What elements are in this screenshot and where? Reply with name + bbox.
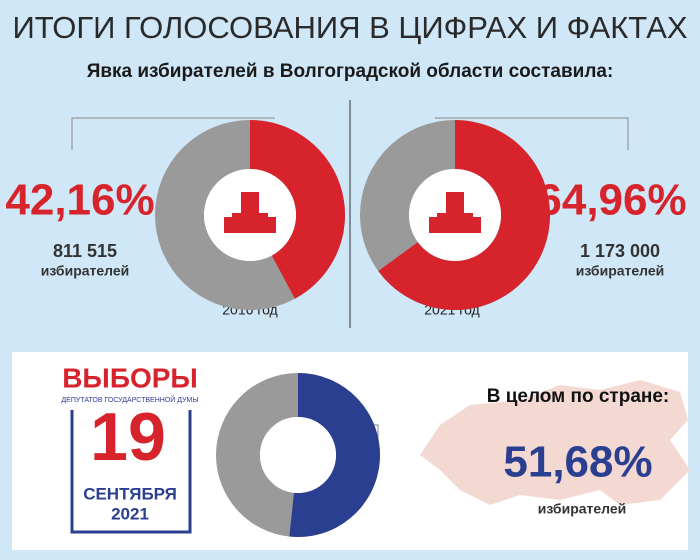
ballot-box: [224, 217, 276, 233]
turnout-label: 51,68%: [503, 438, 652, 487]
turnout-label: 64,96%: [537, 176, 686, 225]
election-month: СЕНТЯБРЯ: [83, 484, 177, 503]
bracket: [435, 117, 629, 150]
ballot-slot: [232, 213, 268, 217]
election-subtitle: ДЕПУТАТОВ ГОСУДАРСТВЕННОЙ ДУМЫ: [61, 395, 198, 404]
donut-segment: [378, 120, 551, 310]
russia-map: [420, 380, 690, 505]
voters-label: избирателей: [576, 263, 665, 279]
country-heading: В целом по стране:: [487, 386, 670, 407]
election-day: 19: [90, 399, 166, 475]
voters-label: избирателей: [538, 501, 627, 517]
donut-hole: [260, 417, 336, 493]
title: ИТОГИ ГОЛОСОВАНИЯ В ЦИФРАХ И ФАКТАХ: [12, 10, 687, 45]
election-year: 2021: [111, 504, 149, 523]
election-title: ВЫБОРЫ: [62, 362, 198, 393]
voters-count: 1 173 000: [580, 241, 660, 261]
ballot: [239, 190, 261, 216]
logo-frame: [70, 410, 192, 534]
ballot: [444, 190, 466, 216]
subtitle: Явка избирателей в Волгоградской области…: [87, 61, 614, 82]
bracket: [71, 117, 275, 150]
voters-count: 811 515: [53, 241, 117, 261]
ballot-slot: [437, 213, 473, 217]
donut-segment: [289, 373, 381, 538]
voters-label: избирателей: [41, 263, 130, 279]
donut-segment: [250, 120, 346, 299]
turnout-label: 42,16%: [5, 176, 154, 225]
ballot-box: [429, 217, 481, 233]
